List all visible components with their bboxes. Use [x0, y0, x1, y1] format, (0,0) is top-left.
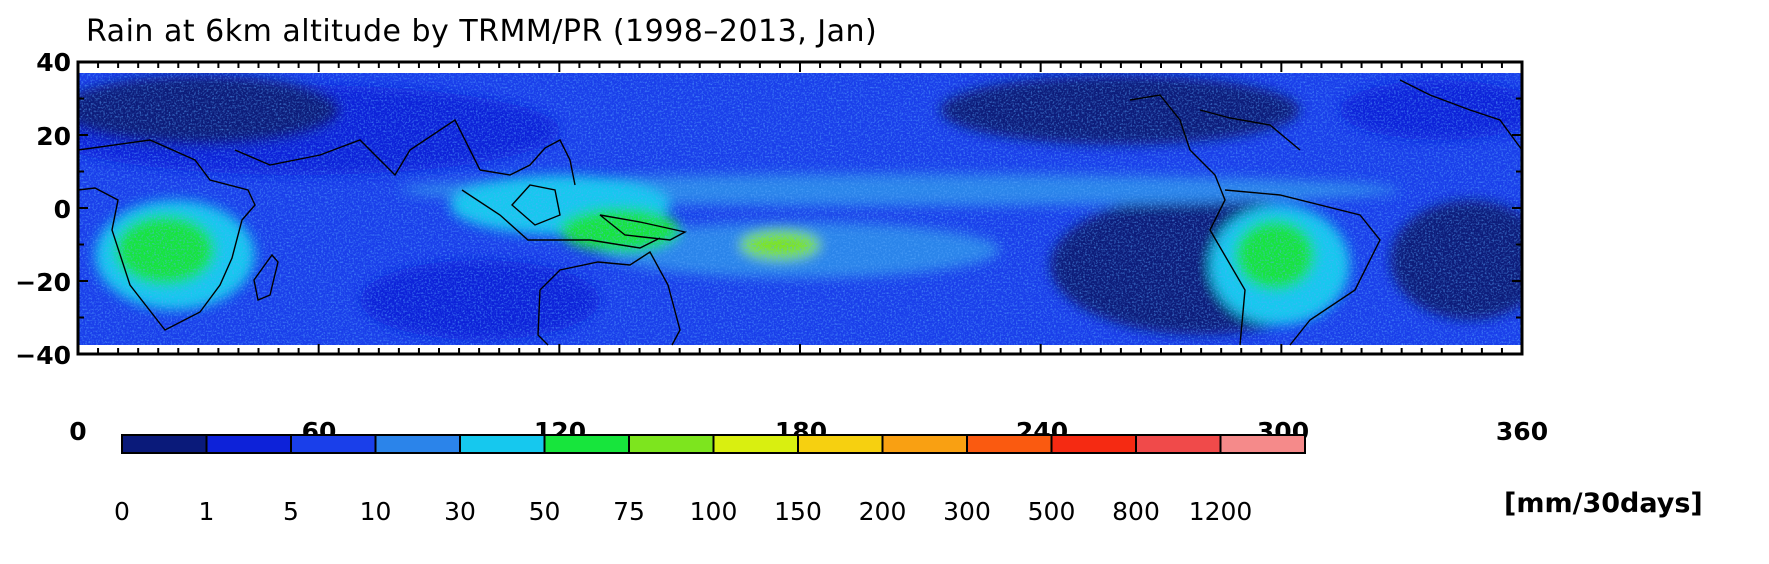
colorbar-label: 1	[198, 497, 215, 526]
x-tick-label: 360	[1495, 417, 1549, 446]
y-tick-label: 0	[53, 195, 71, 224]
colorbar-swatch	[121, 434, 208, 454]
colorbar-label: 1200	[1188, 497, 1253, 526]
y-tick-label: −20	[15, 268, 71, 297]
colorbar-label: 30	[444, 497, 476, 526]
seasia-coastline	[479, 139, 576, 186]
y-tick-label: 20	[36, 122, 71, 151]
colorbar-swatch	[205, 434, 292, 454]
colorbar-swatch	[797, 434, 884, 454]
colorbar-label: 800	[1112, 497, 1160, 526]
colorbar-label: 5	[283, 497, 299, 526]
colorbar-swatch	[290, 434, 377, 454]
colorbar-swatch	[628, 434, 715, 454]
colorbar-swatch	[966, 434, 1053, 454]
colorbar-label: 200	[858, 497, 907, 526]
rain-texture	[78, 73, 1522, 345]
y-tick-label: 40	[36, 48, 71, 77]
americas-coastline	[1129, 94, 1246, 346]
colorbar-label: 150	[774, 497, 822, 526]
australia-coastline	[537, 251, 681, 346]
colorbar-label: 50	[528, 497, 561, 526]
colorbar-label: 10	[359, 497, 392, 526]
colorbar-swatch	[1135, 434, 1222, 454]
axis-ticks	[77, 61, 1523, 355]
coastlines	[77, 79, 1523, 346]
colorbar-label: 500	[1027, 497, 1076, 526]
colorbar-label: 0	[114, 497, 130, 526]
madagascar-coastline	[253, 253, 279, 301]
colorbar	[121, 434, 1306, 454]
africa-coastline	[77, 139, 256, 331]
y-tick-label: −40	[15, 341, 71, 370]
colorbar-swatch	[1219, 434, 1306, 454]
samerica-east-coastline	[1224, 189, 1381, 346]
colorbar-label: 100	[689, 497, 738, 526]
colorbar-swatch	[543, 434, 630, 454]
colorbar-units: [mm/30days]	[1504, 488, 1703, 519]
rain-field	[78, 73, 1522, 345]
x-tick-label: 0	[69, 417, 87, 446]
indonesia-coastline	[461, 189, 661, 249]
europe-coastline	[1399, 79, 1523, 151]
colorbar-label: 75	[613, 497, 645, 526]
colorbar-swatch	[1050, 434, 1137, 454]
arabia-india-coastline	[234, 118, 481, 177]
newguinea-coastline	[599, 214, 687, 241]
borneo-coastline	[511, 184, 561, 226]
map-title: Rain at 6km altitude by TRMM/PR (1998–20…	[86, 14, 878, 49]
colorbar-label: 300	[943, 497, 991, 526]
colorbar-swatch	[712, 434, 799, 454]
colorbar-swatch	[459, 434, 546, 454]
colorbar-swatch	[881, 434, 968, 454]
colorbar-swatch	[374, 434, 461, 454]
caribbean-coastline	[1199, 109, 1301, 151]
